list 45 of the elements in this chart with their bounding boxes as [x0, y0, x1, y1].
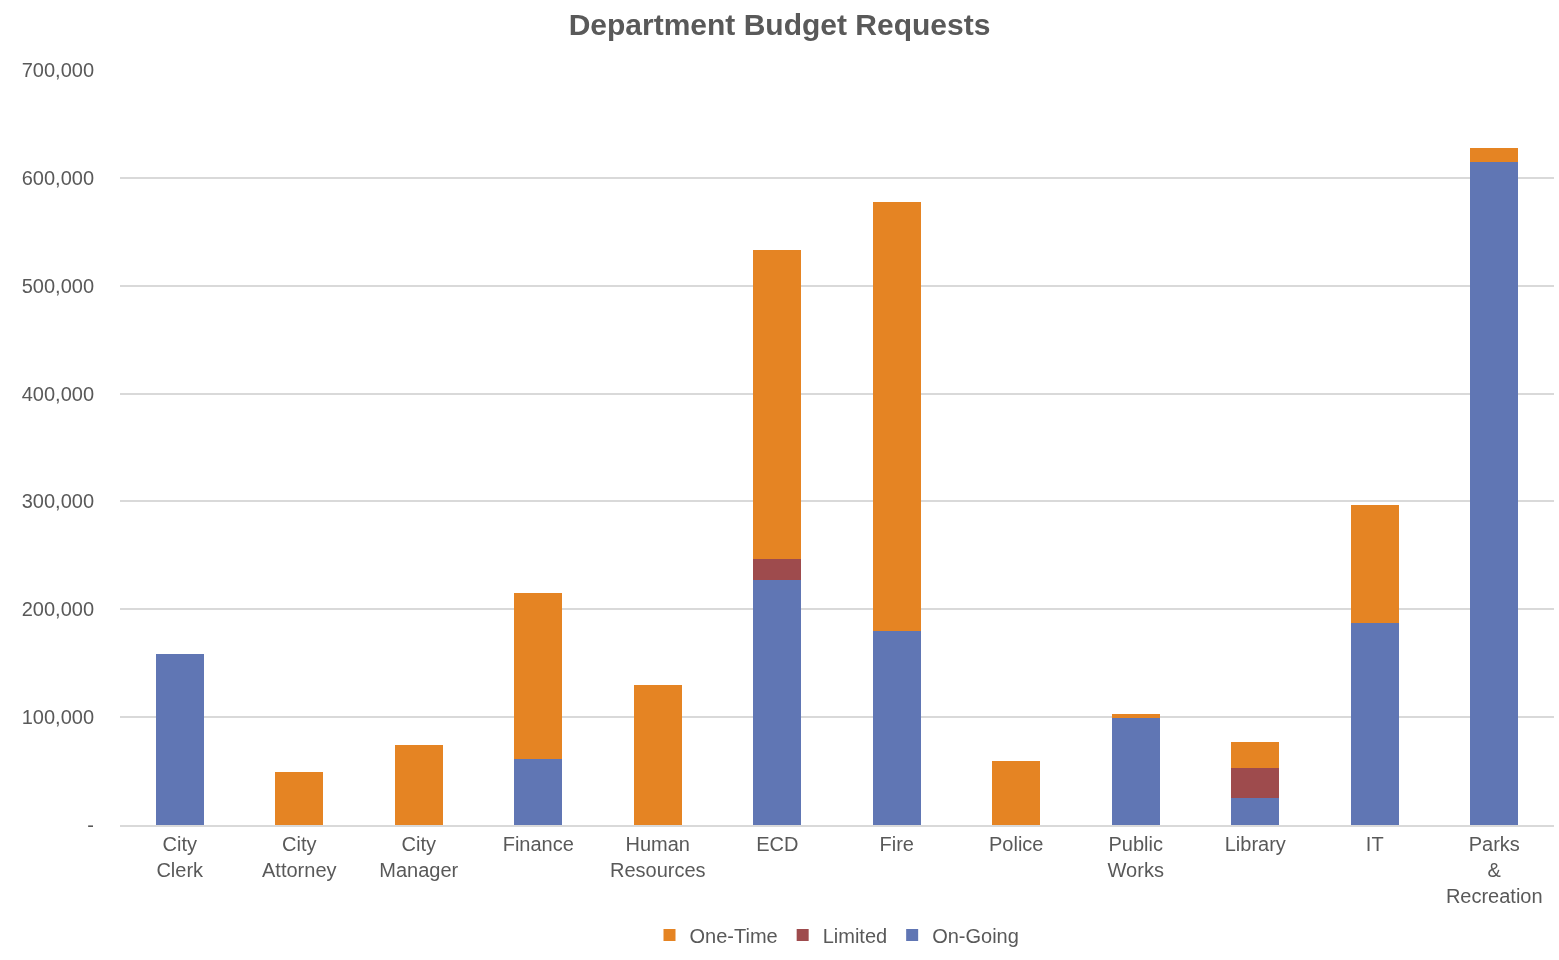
y-tick-label: 700,000 [21, 59, 94, 81]
bar [1231, 798, 1280, 825]
y-tick-label: 600,000 [21, 166, 94, 189]
bar [1231, 741, 1280, 768]
x-tick-label: Human Resources [609, 833, 706, 881]
x-tick-label: City Clerk [156, 833, 205, 881]
bar [394, 745, 443, 825]
bar [753, 558, 802, 581]
legend-label: On-Going [932, 924, 1019, 947]
y-tick-label: - [87, 814, 94, 836]
legend-label: Limited [822, 924, 888, 947]
bar [872, 201, 921, 631]
bar [514, 759, 563, 825]
bar [155, 653, 204, 825]
bar [753, 250, 802, 559]
bar [1111, 713, 1160, 719]
bar [992, 761, 1041, 825]
bar [753, 580, 802, 825]
y-tick-label: 100,000 [21, 706, 94, 729]
bar [275, 772, 324, 825]
x-tick-label: IT [1365, 833, 1384, 855]
bar [633, 684, 682, 825]
legend-label: One-Time [689, 924, 778, 947]
x-tick-label: Finance [502, 833, 574, 855]
x-tick-label: ECD [756, 833, 799, 855]
x-tick-label: Police [989, 833, 1044, 855]
bar [872, 630, 921, 825]
bar [1231, 767, 1280, 799]
chart-title: Department Budget Requests [568, 8, 991, 42]
bar [1470, 161, 1519, 825]
x-tick-label: Library [1224, 833, 1286, 855]
x-tick-label: Parks & Recreation [1445, 833, 1543, 907]
bar [1350, 623, 1399, 825]
x-tick-label: City Attorney [262, 833, 337, 881]
bar [514, 593, 563, 760]
y-tick-label: 300,000 [21, 490, 94, 513]
y-tick-label: 500,000 [21, 274, 94, 297]
y-tick-label: 400,000 [21, 382, 94, 405]
x-tick-label: Public Works [1107, 833, 1164, 881]
bar [1470, 147, 1519, 162]
y-tick-label: 200,000 [21, 598, 94, 621]
bar [1350, 504, 1399, 624]
x-tick-label: Fire [879, 833, 914, 855]
bar [1111, 718, 1160, 825]
x-tick-label: City Manager [379, 833, 459, 881]
